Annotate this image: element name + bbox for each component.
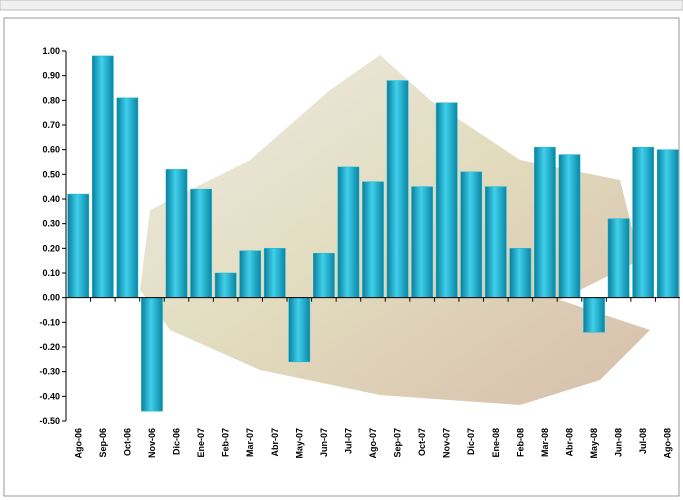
x-tick-label: Sep-07	[393, 428, 403, 458]
bar	[68, 194, 89, 298]
bar	[657, 150, 678, 298]
x-tick-label: May-08	[589, 428, 599, 459]
bar	[240, 251, 261, 298]
bar	[510, 248, 531, 297]
x-tick-label: Dic-07	[466, 428, 476, 455]
x-tick-label: Abr-08	[564, 428, 574, 457]
x-tick-label: May-07	[294, 428, 304, 459]
top-strip	[0, 0, 683, 10]
y-tick-label: 0.70	[42, 120, 60, 130]
x-tick-label: Jun-07	[319, 428, 329, 457]
bar	[461, 172, 482, 298]
y-tick-label: 0.50	[42, 169, 60, 179]
x-tick-label: Ago-07	[368, 428, 378, 459]
x-tick-label: Jul-07	[343, 428, 353, 454]
bar	[166, 169, 187, 297]
x-tick-label: Ene-07	[196, 428, 206, 458]
bar	[633, 147, 654, 297]
x-tick-label: Ago-08	[663, 428, 673, 459]
y-tick-label: 1.00	[42, 46, 60, 56]
bar	[534, 147, 555, 297]
bar	[362, 182, 383, 298]
bar	[485, 187, 506, 298]
y-tick-label: -0.30	[39, 367, 60, 377]
chart: -0.50 -0.40 -0.30 -0.20 -0.10 0.00 0.10 0.20 0.3…	[0, 0, 683, 500]
x-tick-label: Nov-06	[147, 428, 157, 458]
bar	[313, 253, 334, 297]
x-tick-label: Nov-07	[442, 428, 452, 458]
y-tick-label: -0.10	[39, 317, 60, 327]
bar	[289, 298, 310, 362]
x-tick-label: Feb-07	[221, 428, 231, 457]
x-tick-label: Ene-08	[491, 428, 501, 458]
x-tick-label: Ago-06	[73, 428, 83, 459]
y-tick-label: 0.60	[42, 145, 60, 155]
x-tick-label: Oct-06	[122, 428, 132, 456]
bar	[608, 219, 629, 298]
y-tick-label: 0.30	[42, 219, 60, 229]
y-tick-label: 0.40	[42, 194, 60, 204]
bar	[215, 273, 236, 298]
x-tick-label: Oct-07	[417, 428, 427, 456]
bar	[387, 81, 408, 298]
bar	[141, 298, 162, 411]
y-tick-label: 0.90	[42, 71, 60, 81]
y-tick-label: -0.20	[39, 342, 60, 352]
x-tick-label: Jun-08	[614, 428, 624, 457]
y-tick-label: 0.00	[42, 293, 60, 303]
x-tick-label: Feb-08	[515, 428, 525, 457]
bar	[92, 56, 113, 298]
x-tick-label: Dic-06	[172, 428, 182, 455]
x-tick-label: Abr-07	[270, 428, 280, 457]
x-tick-label: Jul-08	[638, 428, 648, 454]
bar	[191, 189, 212, 298]
bar	[583, 298, 604, 333]
bar	[436, 103, 457, 298]
bar	[264, 248, 285, 297]
y-tick-label: -0.40	[39, 391, 60, 401]
bar	[559, 155, 580, 298]
y-tick-label: 0.20	[42, 243, 60, 253]
bar	[117, 98, 138, 298]
y-tick-label: 0.10	[42, 268, 60, 278]
x-tick-label: Mar-07	[245, 428, 255, 457]
x-tick-label: Mar-08	[540, 428, 550, 457]
y-tick-label: 0.80	[42, 95, 60, 105]
bar	[338, 167, 359, 298]
x-tick-label: Sep-06	[98, 428, 108, 458]
bar	[412, 187, 433, 298]
y-tick-label: -0.50	[39, 416, 60, 426]
